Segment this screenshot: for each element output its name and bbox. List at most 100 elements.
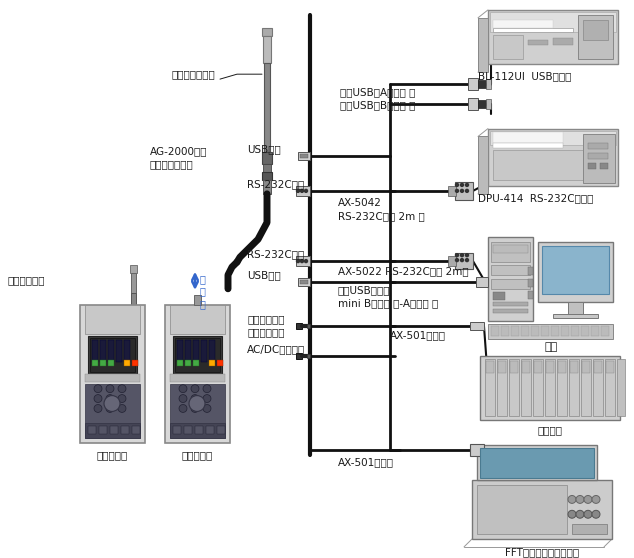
Bar (583, 20, 608, 40)
Bar (491, 279, 530, 289)
Bar (206, 426, 214, 434)
Circle shape (460, 184, 463, 186)
Bar (606, 361, 614, 373)
Bar (522, 361, 530, 373)
Circle shape (576, 496, 584, 503)
Bar (85, 305, 140, 334)
Bar (307, 354, 310, 358)
Bar (209, 360, 215, 366)
Bar (493, 20, 553, 28)
Bar (491, 242, 530, 262)
Bar (90, 338, 135, 372)
Bar (193, 360, 199, 366)
Bar (455, 182, 473, 200)
Bar (165, 305, 230, 443)
Bar (184, 426, 192, 434)
Bar (600, 163, 608, 169)
Circle shape (455, 189, 458, 193)
Circle shape (304, 189, 307, 193)
Bar (108, 340, 114, 362)
Bar (593, 359, 603, 416)
Bar (488, 324, 613, 339)
Bar (533, 359, 543, 416)
Bar (298, 152, 310, 160)
Bar (108, 360, 114, 366)
Bar (491, 265, 530, 275)
Bar (477, 484, 567, 534)
Bar (531, 326, 539, 336)
Bar (88, 426, 96, 434)
Bar (493, 309, 528, 312)
Bar (493, 150, 593, 180)
Bar (263, 180, 271, 194)
Bar (490, 12, 616, 32)
Bar (490, 131, 616, 146)
Bar (493, 35, 523, 59)
Bar (131, 273, 136, 293)
Circle shape (465, 258, 469, 262)
Bar (110, 426, 118, 434)
Bar (493, 302, 528, 306)
Bar (478, 100, 486, 108)
Circle shape (106, 395, 114, 402)
Circle shape (94, 384, 102, 393)
Circle shape (460, 189, 463, 193)
Circle shape (301, 189, 304, 193)
Circle shape (179, 395, 187, 402)
Circle shape (465, 254, 469, 257)
Text: 噪声计本体: 噪声计本体 (96, 450, 127, 460)
Circle shape (568, 496, 576, 503)
Bar (561, 326, 569, 336)
Bar (85, 424, 140, 438)
Bar (588, 163, 596, 169)
Circle shape (106, 405, 114, 412)
Bar (264, 63, 270, 152)
Bar (263, 36, 271, 63)
Bar (534, 361, 542, 373)
Bar (201, 340, 207, 362)
Text: 市售USB线A（插头 ）
市售USB线B（插头 ）: 市售USB线A（插头 ） 市售USB线B（插头 ） (340, 87, 415, 110)
Bar (92, 340, 98, 362)
Bar (601, 326, 609, 336)
Text: 噪声计本体: 噪声计本体 (181, 450, 212, 460)
Text: DPU-414  RS-232C打印机: DPU-414 RS-232C打印机 (478, 193, 593, 203)
Circle shape (104, 396, 120, 411)
Bar (476, 277, 488, 287)
Text: AX-501输出线: AX-501输出线 (390, 330, 446, 340)
Bar (581, 359, 591, 416)
Bar (116, 340, 122, 362)
Bar (488, 128, 618, 186)
Bar (486, 99, 491, 109)
Circle shape (304, 259, 307, 263)
Bar (468, 98, 478, 110)
Bar (493, 28, 573, 32)
Bar (480, 448, 594, 478)
Bar (542, 246, 609, 294)
Circle shape (189, 396, 205, 411)
Bar (193, 340, 199, 362)
Circle shape (455, 184, 458, 186)
Bar (296, 186, 310, 196)
Circle shape (584, 496, 592, 503)
Bar (485, 359, 495, 416)
Bar (300, 280, 308, 284)
Bar (578, 15, 613, 59)
Text: AX-501输出线: AX-501输出线 (338, 457, 394, 467)
Text: BL-112UI  USB打印机: BL-112UI USB打印机 (478, 71, 571, 81)
Text: 市售USB连接线
mini B（插头 ）-A（插头 ）: 市售USB连接线 mini B（插头 ）-A（插头 ） (338, 285, 438, 308)
Circle shape (584, 511, 592, 518)
Bar (478, 18, 488, 72)
Bar (521, 326, 529, 336)
Circle shape (465, 184, 469, 186)
Bar (177, 360, 183, 366)
Bar (262, 28, 272, 36)
Bar (493, 143, 563, 148)
Bar (173, 336, 222, 374)
Bar (594, 361, 602, 373)
Bar (501, 326, 509, 336)
Bar (478, 137, 488, 194)
Bar (528, 291, 533, 299)
Circle shape (203, 384, 211, 393)
Bar (85, 374, 140, 382)
Bar (217, 426, 225, 434)
